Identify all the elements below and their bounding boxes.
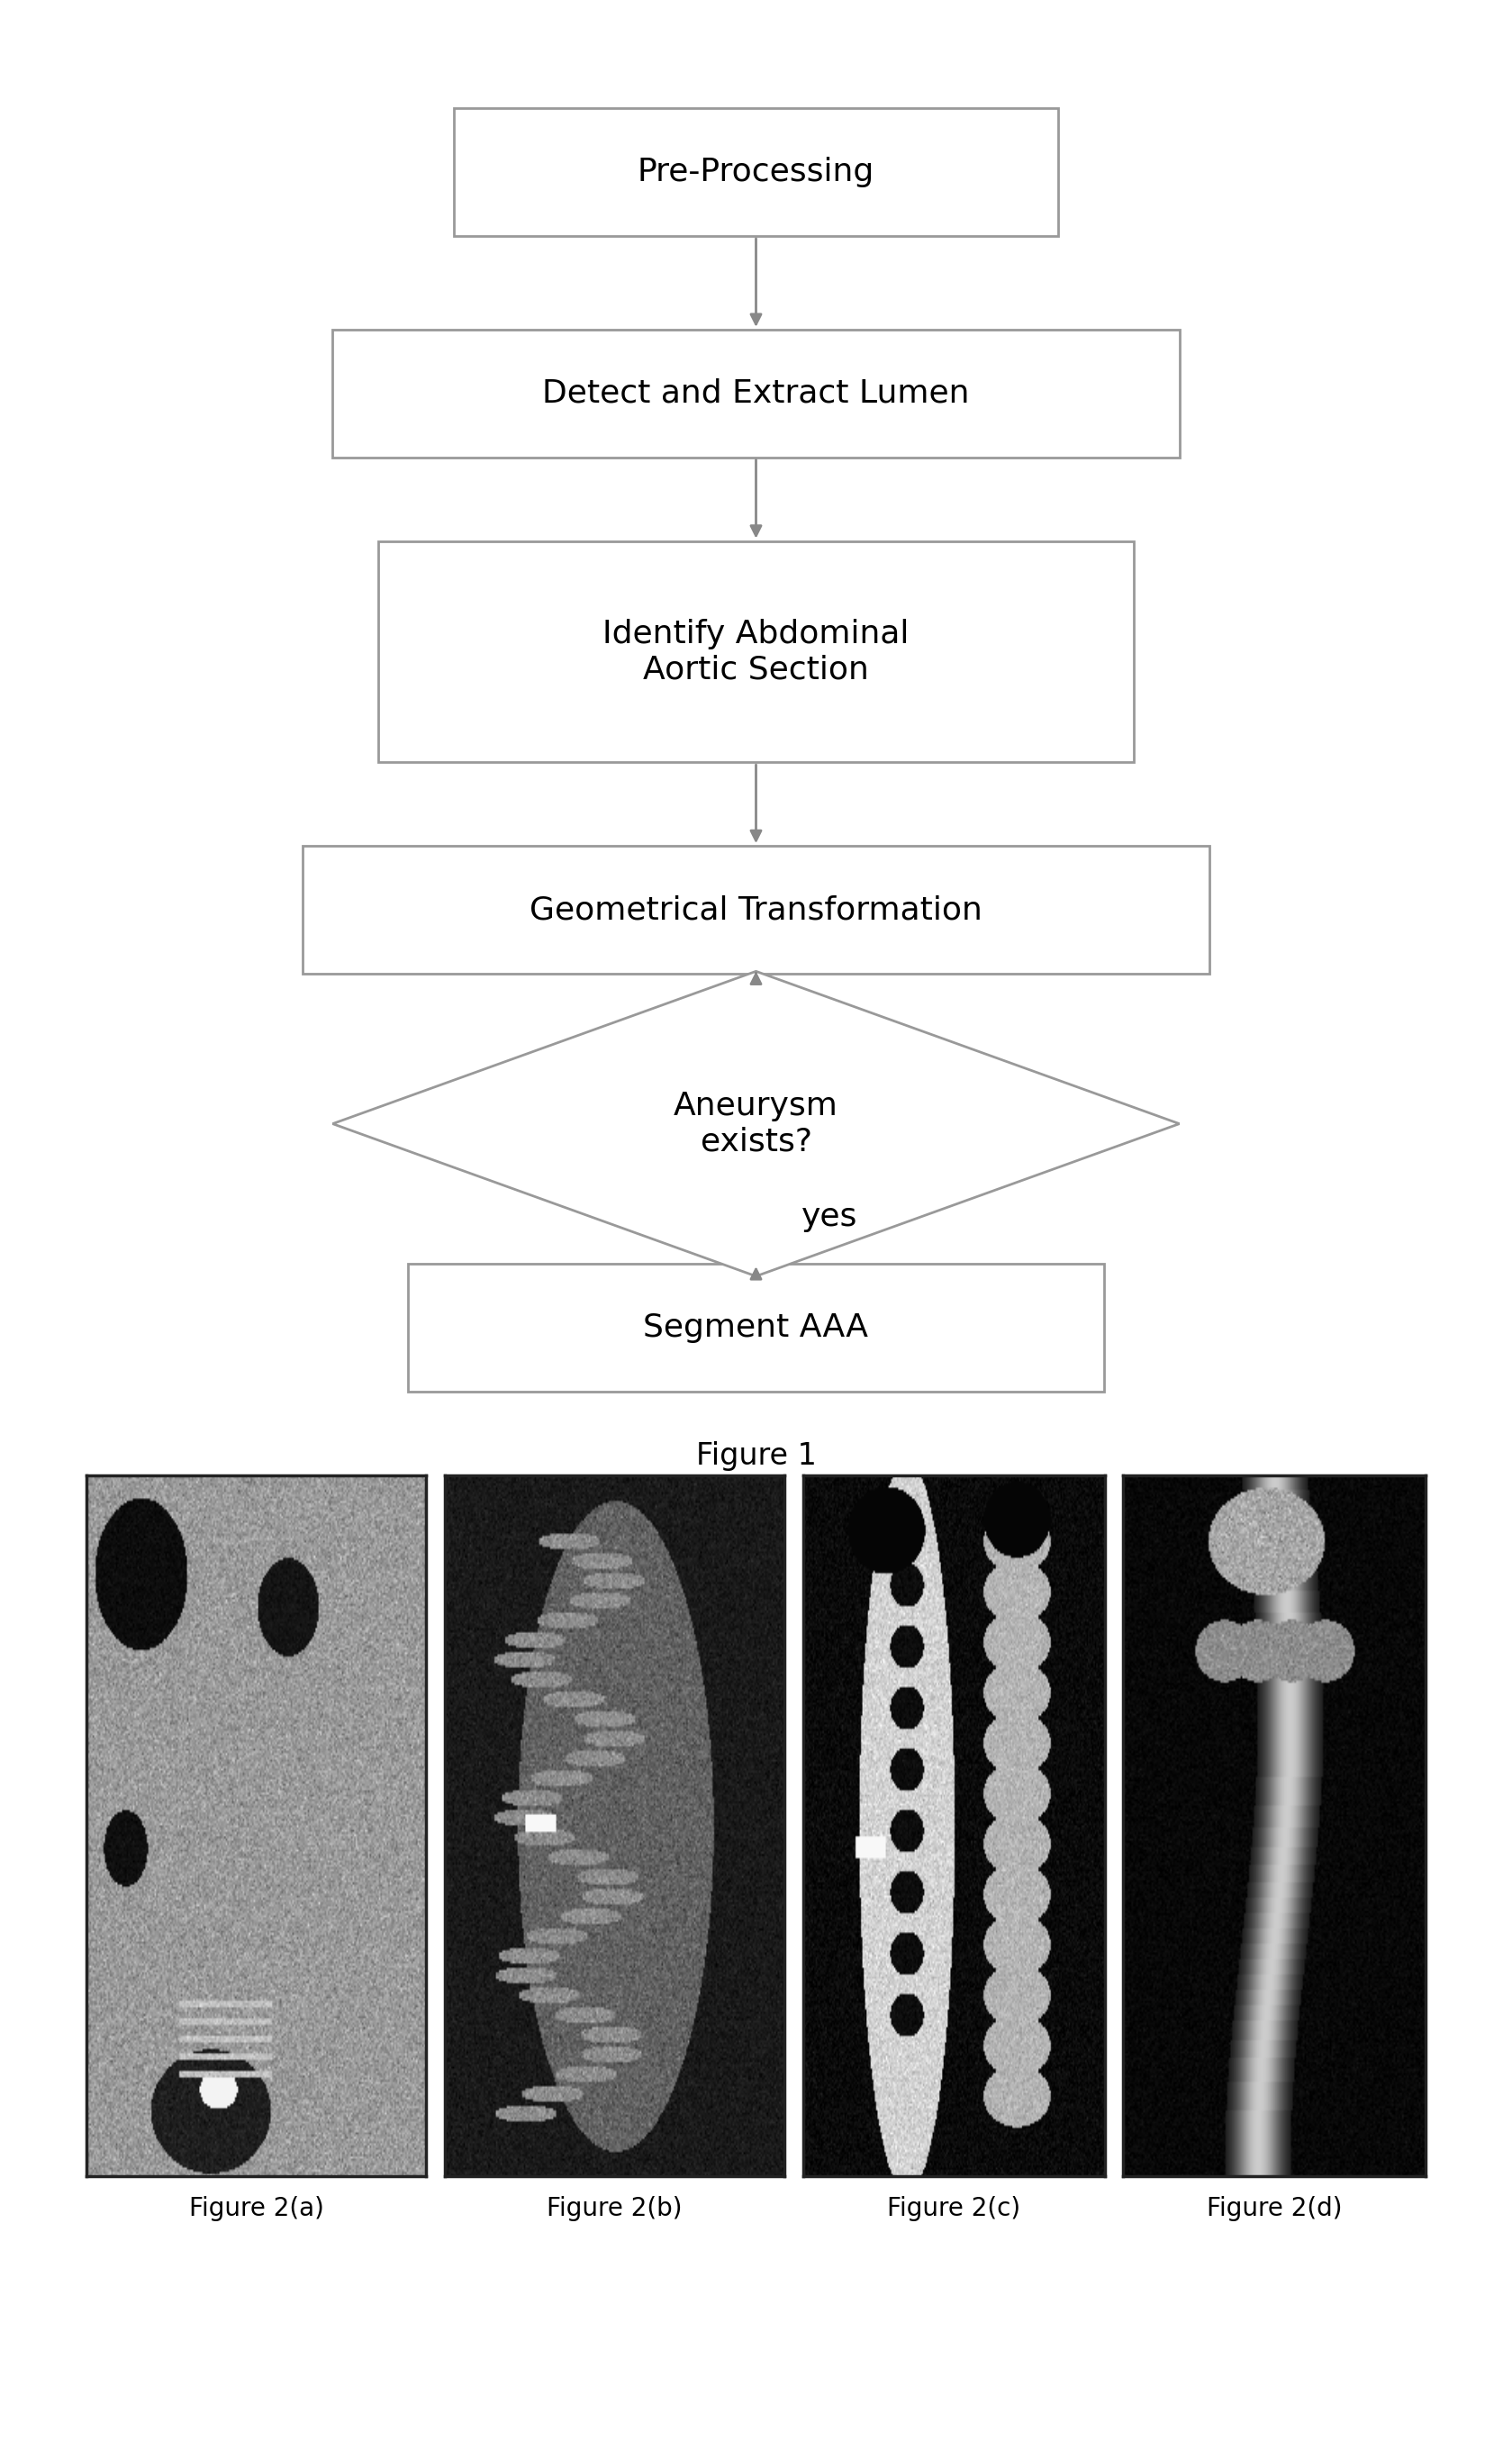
Text: Figure 1: Figure 1	[696, 1441, 816, 1470]
Text: Geometrical Transformation: Geometrical Transformation	[529, 895, 983, 925]
Text: Pre-Processing: Pre-Processing	[638, 157, 874, 187]
FancyBboxPatch shape	[333, 330, 1179, 457]
Text: Figure 2(c): Figure 2(c)	[888, 2196, 1021, 2220]
FancyBboxPatch shape	[408, 1264, 1104, 1392]
Text: Figure 2(a): Figure 2(a)	[189, 2196, 324, 2220]
Text: Detect and Extract Lumen: Detect and Extract Lumen	[543, 379, 969, 408]
Text: Identify Abdominal
Aortic Section: Identify Abdominal Aortic Section	[603, 620, 909, 684]
FancyBboxPatch shape	[302, 846, 1210, 974]
Text: Aneurysm
exists?: Aneurysm exists?	[674, 1092, 838, 1156]
Text: Figure 2(d): Figure 2(d)	[1207, 2196, 1343, 2220]
Text: Figure 2(b): Figure 2(b)	[547, 2196, 682, 2220]
Polygon shape	[333, 971, 1179, 1276]
FancyBboxPatch shape	[378, 541, 1134, 762]
Text: yes: yes	[801, 1202, 857, 1232]
Text: Segment AAA: Segment AAA	[644, 1313, 868, 1343]
FancyBboxPatch shape	[454, 108, 1058, 236]
